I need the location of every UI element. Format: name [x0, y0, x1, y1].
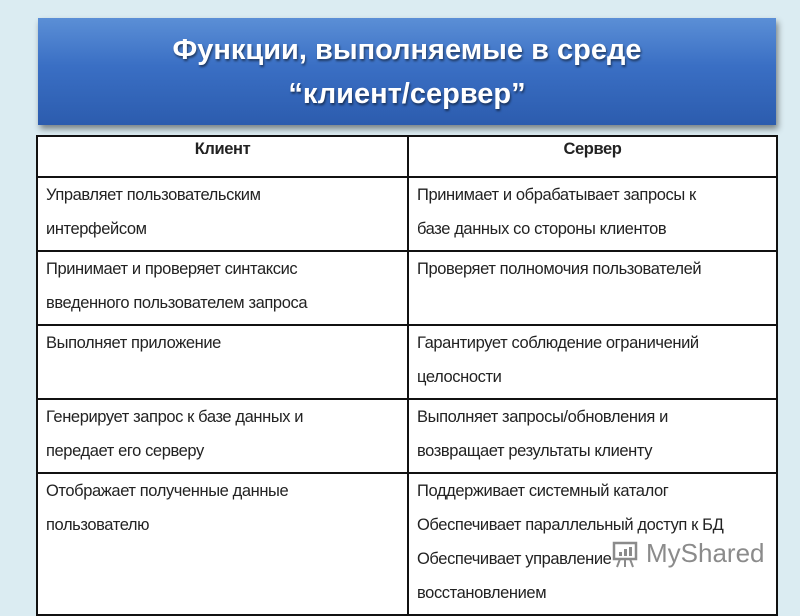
- client-cell: Выполняет приложение: [36, 324, 409, 400]
- watermark: MyShared: [610, 538, 765, 569]
- cell-line: Гарантирует соблюдение ограничений: [417, 334, 699, 352]
- cell-line: введенного пользователем запроса: [46, 294, 308, 312]
- functions-table: Клиент Сервер Управляет пользовательским…: [36, 135, 778, 616]
- cell-line: Принимает и обрабатывает запросы к: [417, 186, 696, 204]
- title-line-1: Функции, выполняемые в среде: [172, 34, 642, 66]
- cell-line: Выполняет запросы/обновления и: [417, 408, 668, 426]
- title-line-2: “клиент/сервер”: [288, 78, 526, 110]
- header-client: Клиент: [36, 135, 409, 178]
- cell-line: передает его серверу: [46, 442, 204, 460]
- cell-line: Обеспечивает параллельный доступ к БД: [417, 516, 724, 534]
- client-cell: Отображает полученные данные пользователю: [36, 472, 409, 616]
- cell-line: Отображает полученные данные: [46, 482, 289, 500]
- watermark-text: MyShared: [646, 538, 765, 568]
- server-cell: Принимает и обрабатывает запросы к базе д…: [407, 176, 778, 252]
- presentation-chart-icon: [612, 541, 638, 567]
- cell-line: Выполняет приложение: [46, 334, 221, 352]
- cell-line: Обеспечивает управление: [417, 550, 612, 568]
- server-cell: Гарантирует соблюдение ограничений целосн…: [407, 324, 778, 400]
- cell-line: интерфейсом: [46, 220, 147, 238]
- cell-line: Поддерживает системный каталог: [417, 482, 669, 500]
- cell-line: Проверяет полномочия пользователей: [417, 260, 702, 278]
- client-cell: Управляет пользовательским интерфейсом: [36, 176, 409, 252]
- client-cell: Принимает и проверяет синтаксис введенног…: [36, 250, 409, 326]
- table-row: Выполняет приложение Гарантирует соблюден…: [36, 324, 778, 400]
- client-cell: Генерирует запрос к базе данных и передае…: [36, 398, 409, 474]
- cell-line: возвращает результаты клиенту: [417, 442, 653, 460]
- table-row: Принимает и проверяет синтаксис введенног…: [36, 250, 778, 326]
- server-cell: Проверяет полномочия пользователей: [407, 250, 778, 326]
- cell-line: целосности: [417, 368, 502, 386]
- table-row: Отображает полученные данные пользователю…: [36, 472, 778, 616]
- cell-line: базе данных со стороны клиентов: [417, 220, 667, 238]
- slide-title: Функции, выполняемые в среде “клиент/сер…: [38, 18, 776, 125]
- cell-line: Управляет пользовательским: [46, 186, 261, 204]
- cell-line: пользователю: [46, 516, 150, 534]
- cell-line: восстановлением: [417, 584, 547, 602]
- table-row: Генерирует запрос к базе данных и передае…: [36, 398, 778, 474]
- server-cell: Поддерживает системный каталог Обеспечива…: [407, 472, 778, 616]
- cell-line: Принимает и проверяет синтаксис: [46, 260, 298, 278]
- server-cell: Выполняет запросы/обновления и возвращает…: [407, 398, 778, 474]
- table-row: Управляет пользовательским интерфейсом При…: [36, 176, 778, 252]
- cell-line: Генерирует запрос к базе данных и: [46, 408, 304, 426]
- header-server: Сервер: [407, 135, 778, 178]
